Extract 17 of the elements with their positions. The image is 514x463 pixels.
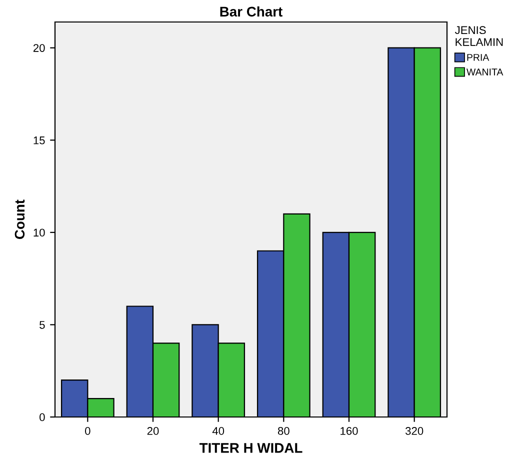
y-tick-label: 5 bbox=[40, 321, 45, 329]
x-tick-label: 20 bbox=[147, 427, 159, 435]
x-tick-label: 160 bbox=[340, 427, 358, 435]
y-tick-label: 10 bbox=[34, 228, 45, 237]
legend-label: PRIA bbox=[467, 54, 490, 61]
y-tick-label: 20 bbox=[33, 44, 45, 52]
y-axis-title: Count bbox=[14, 200, 25, 239]
legend-label: WANITA bbox=[466, 68, 504, 76]
x-tick-label: 0 bbox=[85, 427, 90, 435]
x-tick-label: 320 bbox=[405, 427, 424, 435]
legend-title: JENIS KELAMIN bbox=[454, 26, 503, 46]
x-axis-title: TITER H WIDAL bbox=[199, 443, 302, 453]
x-tick-label: 80 bbox=[278, 427, 290, 435]
y-tick-label: 0 bbox=[40, 413, 45, 422]
chart-title: Bar Chart bbox=[220, 6, 282, 17]
x-tick-label: 40 bbox=[212, 427, 224, 435]
y-tick-label: 15 bbox=[34, 136, 45, 144]
